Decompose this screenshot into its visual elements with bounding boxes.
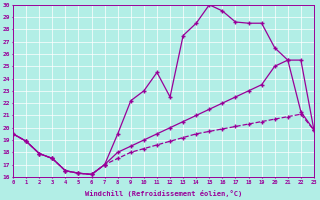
X-axis label: Windchill (Refroidissement éolien,°C): Windchill (Refroidissement éolien,°C) (85, 190, 242, 197)
